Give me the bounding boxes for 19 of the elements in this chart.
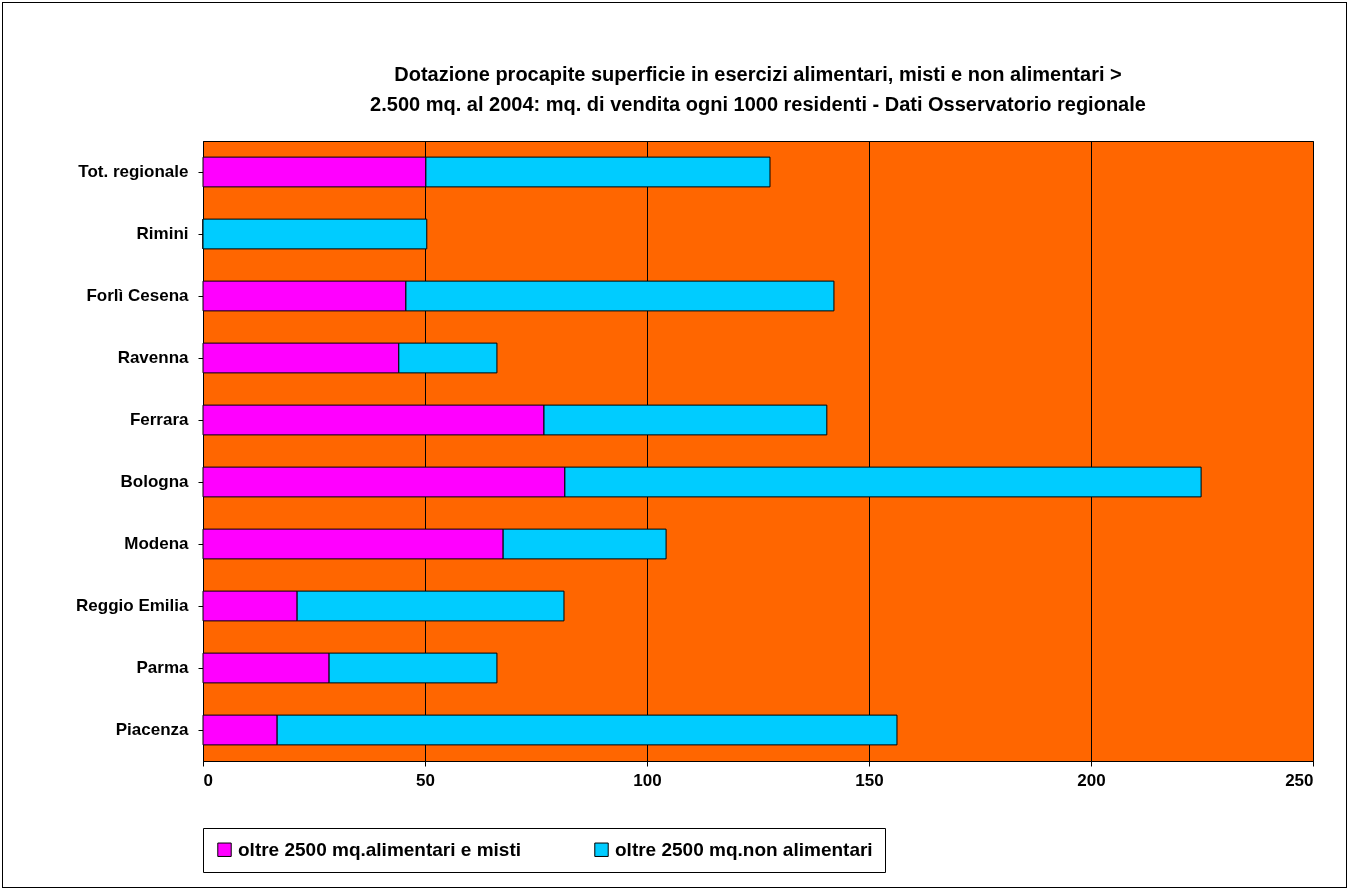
x-tick-label: 150 — [855, 770, 884, 790]
legend-label: oltre 2500 mq.alimentari e misti — [238, 838, 522, 860]
y-tick-label: Rimini — [136, 224, 189, 243]
y-tick-label: Parma — [136, 658, 190, 677]
x-tick-label: 200 — [1077, 770, 1106, 790]
y-tick-label: Forlì Cesena — [86, 286, 190, 305]
y-tick-label: Tot. regionale — [78, 162, 189, 181]
y-tick-label: Reggio Emilia — [76, 596, 190, 615]
x-tick-label: 0 — [203, 770, 213, 790]
x-tick-label: 50 — [416, 770, 435, 790]
legend-label: oltre 2500 mq.non alimentari — [615, 838, 873, 860]
y-tick-label: Ferrara — [129, 410, 190, 429]
y-tick-label: Ravenna — [117, 348, 190, 367]
x-tick-label: 100 — [633, 770, 662, 790]
y-tick-label: Modena — [124, 534, 190, 553]
x-tick-label: 250 — [1285, 770, 1314, 790]
y-tick-label: Bologna — [120, 472, 190, 491]
y-tick-label: Piacenza — [115, 720, 190, 739]
chart-title: Dotazione procapite superficie in esercizi alimentari, misti e non alimentari > 2.500 mq. al 2004: mq. di vendita ogni 1000 residenti - Dati Osservatorio regionale — [370, 63, 1146, 115]
